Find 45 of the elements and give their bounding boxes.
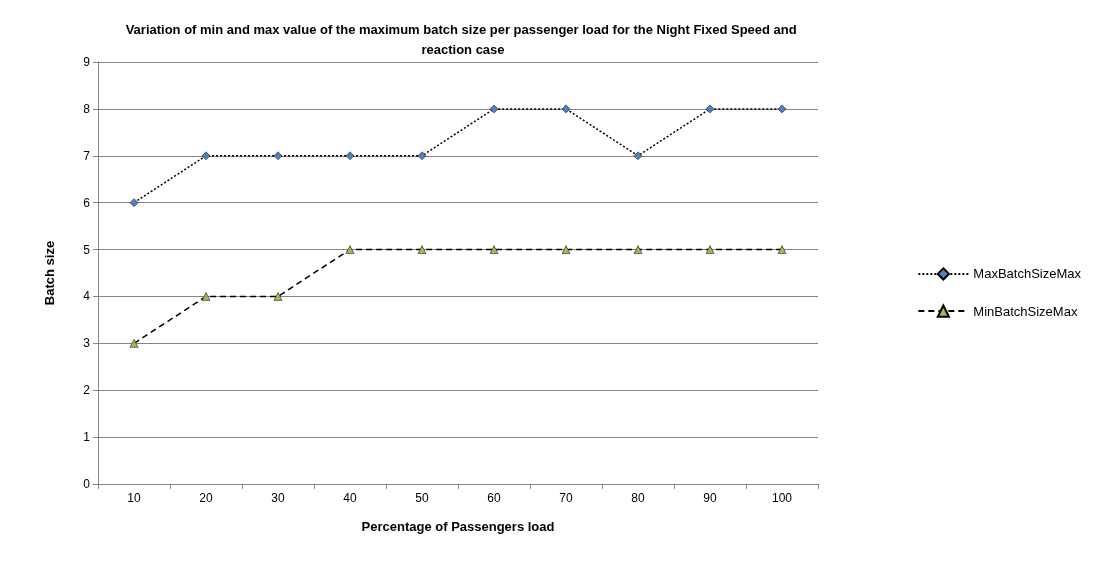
point [273, 151, 283, 161]
point [561, 245, 571, 254]
point [201, 151, 211, 161]
y-tick-label: 4 [83, 289, 91, 304]
x-tick-label: 90 [703, 491, 717, 505]
point [489, 104, 499, 114]
point [777, 104, 787, 114]
point [201, 292, 211, 301]
chart-title: Variation of min and max value of the maximum batch size per passenger load for the Night Fixed Speed and reaction case [125, 21, 801, 57]
y-tick-label: 9 [83, 55, 91, 69]
point [633, 151, 643, 161]
point [345, 245, 355, 254]
x-tick-label: 80 [631, 491, 645, 505]
x-tick-label: 20 [199, 491, 213, 505]
point [129, 198, 139, 207]
point [273, 292, 283, 301]
y-axis-title: Batch size [42, 240, 57, 306]
y-tick-label: 6 [83, 195, 91, 210]
point [129, 339, 139, 348]
x-tick-label: 100 [771, 491, 793, 505]
point [417, 151, 427, 161]
point [777, 245, 787, 254]
legend-label: MaxBatchSizeMax [973, 266, 1082, 282]
y-tick-label: 5 [83, 242, 91, 257]
y-tick-label: 0 [83, 477, 91, 491]
x-tick-label: 60 [487, 491, 501, 505]
point [345, 151, 355, 161]
point [633, 245, 643, 254]
x-tick-label: 50 [415, 491, 429, 505]
x-axis-title: Percentage of Passengers load [361, 519, 555, 534]
point [489, 245, 499, 254]
y-tick-label: 2 [83, 383, 91, 398]
x-tick-label: 70 [559, 491, 573, 505]
x-tick-label: 40 [343, 491, 357, 505]
point [417, 245, 427, 254]
x-tick-label: 30 [271, 491, 285, 505]
y-tick-label: 7 [83, 148, 91, 163]
y-tick-label: 3 [83, 336, 91, 351]
y-tick-label: 8 [83, 101, 91, 116]
x-tick-label: 10 [127, 491, 141, 505]
point [561, 104, 571, 114]
y-tick-label: 1 [83, 430, 91, 445]
legend-label: MinBatchSizeMax [973, 303, 1078, 319]
point [705, 245, 715, 254]
point [705, 104, 715, 114]
